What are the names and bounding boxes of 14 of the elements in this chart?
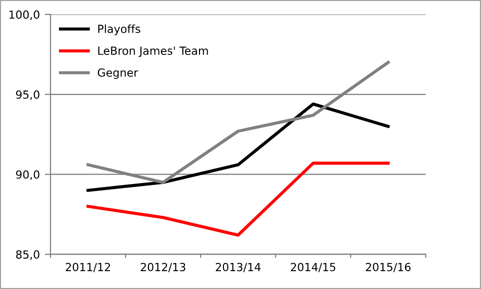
x-tick-label: 2014/15 (290, 262, 336, 272)
y-tick-label: 85,0 (16, 250, 40, 260)
legend-label: Playoffs (98, 24, 140, 36)
x-tick-label: 2012/13 (140, 262, 186, 272)
legend-label: LeBron James' Team (98, 46, 208, 57)
y-tick-label: 95,0 (16, 90, 40, 100)
legend-label: Gegner (98, 68, 138, 79)
x-tick-label: 2013/14 (216, 262, 261, 272)
x-tick-label: 2015/16 (366, 262, 411, 272)
y-tick-label: 100,0 (10, 10, 40, 20)
line-series (86, 102, 390, 192)
line-series (86, 162, 390, 237)
y-tick-label: 90,0 (16, 170, 40, 180)
x-tick-label: 2011/12 (66, 262, 110, 272)
